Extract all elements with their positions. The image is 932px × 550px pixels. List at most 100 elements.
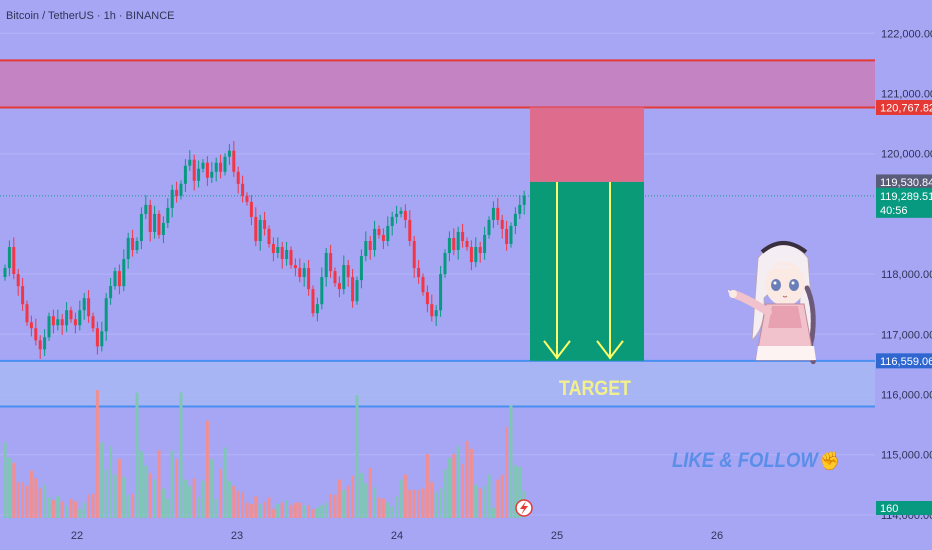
candle-body — [148, 204, 152, 232]
candle-body — [82, 298, 86, 311]
candle-body — [364, 240, 368, 257]
candle-body — [126, 237, 130, 260]
volume-bar — [276, 503, 280, 518]
volume-bar — [430, 482, 434, 518]
volume-bar — [51, 500, 55, 518]
candle-body — [219, 162, 223, 172]
volume-bar — [280, 502, 284, 518]
volume-bar — [505, 427, 509, 518]
candle-body — [188, 159, 192, 166]
candle-body — [166, 207, 170, 223]
down-arrow-head — [596, 340, 624, 360]
candle-body — [51, 316, 55, 326]
volume-bar — [104, 469, 108, 518]
volume-bar — [403, 474, 407, 518]
candle-body — [157, 213, 161, 235]
candle-body — [320, 277, 324, 305]
volume-bar — [412, 489, 416, 518]
candle-body — [267, 228, 271, 244]
volume-bar — [298, 502, 302, 518]
candle-body — [175, 189, 179, 196]
volume-bar — [311, 509, 315, 518]
volume-bar — [109, 446, 113, 518]
volume-bar — [518, 466, 522, 518]
candle-body — [236, 171, 240, 184]
candle-body — [395, 213, 399, 217]
candle-body — [144, 204, 148, 214]
candle-body — [491, 207, 495, 220]
volume-bar — [91, 493, 95, 518]
volume-bar — [500, 474, 504, 518]
volume-bar — [227, 480, 231, 518]
volume-bar — [408, 489, 412, 518]
volume-bar — [399, 479, 403, 518]
candle-body — [386, 225, 390, 241]
volume-bar — [447, 457, 451, 518]
volume-bar — [329, 493, 333, 518]
volume-bar — [197, 497, 201, 518]
volume-bar — [364, 483, 368, 518]
candle-body — [302, 268, 306, 278]
candle-body — [38, 340, 42, 350]
y-tick-label: 122,000.00 — [881, 28, 932, 40]
candle-body — [276, 247, 280, 254]
candle-body — [192, 159, 196, 181]
volume-bar — [491, 507, 495, 518]
candle-body — [254, 216, 258, 241]
volume-bar — [355, 395, 359, 518]
volume-bar — [43, 484, 47, 518]
last-price-tag-bg — [876, 187, 932, 218]
candle-body — [232, 150, 236, 172]
candle-body — [483, 234, 487, 254]
volume-bar — [443, 469, 447, 518]
candle-body — [377, 228, 381, 235]
candle-body — [333, 271, 337, 284]
candle-body — [399, 210, 403, 214]
volume-bar — [219, 469, 223, 518]
volume-bar — [267, 497, 271, 518]
target-label: TARGET — [559, 377, 632, 400]
volume-tag-bg — [876, 501, 932, 515]
candle-body — [425, 292, 429, 305]
volume-bar — [139, 451, 143, 518]
candle-body — [456, 231, 460, 251]
volume-bar — [263, 501, 267, 518]
candle-body — [351, 277, 355, 302]
thumbs-up-icon: ✊ — [820, 451, 841, 471]
volume-bar — [337, 479, 341, 518]
candle-body — [109, 286, 113, 299]
volume-bar — [254, 496, 258, 518]
candle-body — [342, 265, 346, 290]
candle-body — [153, 213, 157, 232]
candle-body — [227, 150, 231, 157]
candle-body — [289, 250, 293, 266]
candle-body — [465, 240, 469, 248]
candle-body — [430, 304, 434, 317]
volume-bar — [342, 489, 346, 518]
y-tick-label: 121,000.00 — [881, 89, 932, 101]
volume-bar — [469, 448, 473, 518]
volume-bar — [73, 501, 77, 518]
volume-bar — [161, 488, 165, 518]
volume-bar — [12, 462, 16, 518]
volume-bar — [386, 502, 390, 518]
volume-bar — [65, 505, 69, 518]
volume-bar — [425, 454, 429, 518]
candle-body — [280, 247, 284, 260]
candle-body — [522, 195, 526, 205]
candle-body — [337, 283, 341, 290]
lightning-icon[interactable] — [515, 499, 533, 517]
last-price-tag: 119,289.51 — [880, 191, 932, 203]
candle-body — [500, 219, 504, 229]
candle-body — [285, 250, 289, 260]
candle-body — [210, 171, 214, 178]
volume-bar — [474, 484, 478, 518]
candle-body — [25, 304, 29, 323]
volume-bar — [307, 505, 311, 518]
volume-bar — [271, 509, 275, 518]
candle-body — [183, 165, 187, 184]
volume-bar — [78, 509, 82, 518]
candle-body — [78, 310, 82, 326]
volume-bar — [289, 505, 293, 518]
